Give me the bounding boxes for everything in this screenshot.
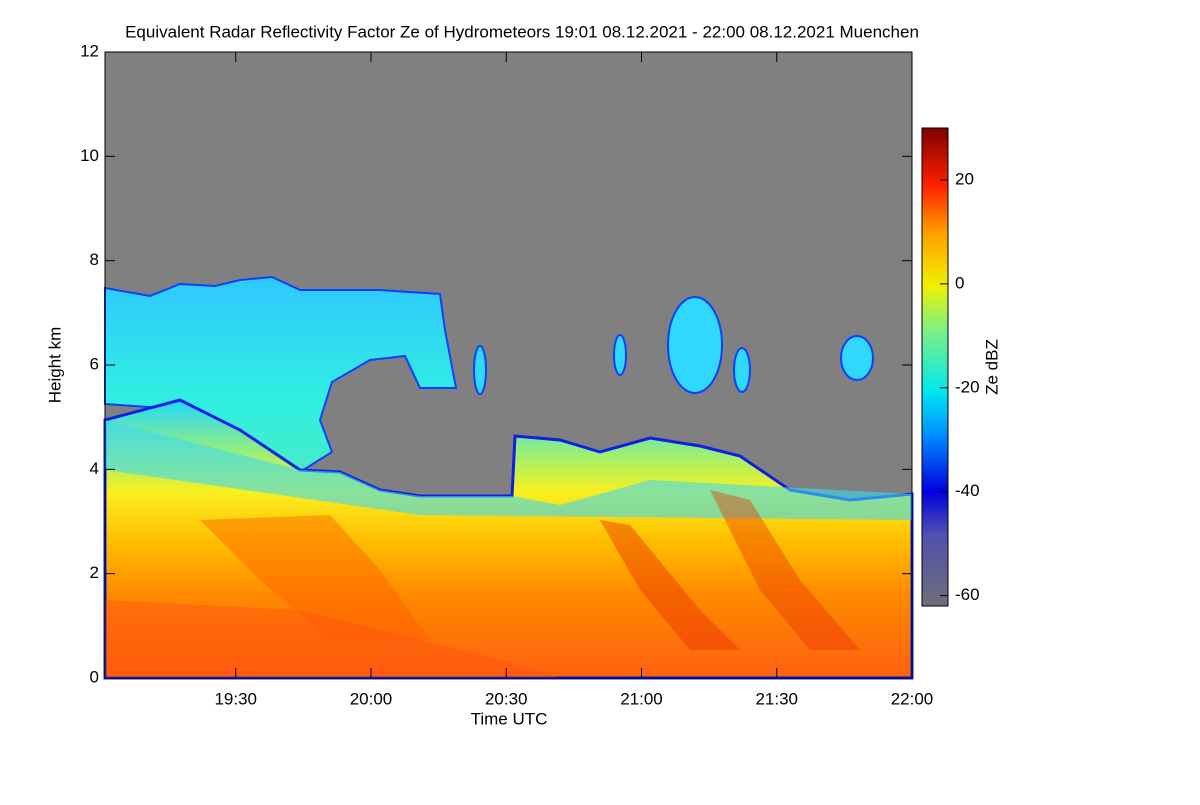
x-axis-label: Time UTC: [471, 709, 548, 728]
x-tick-label: 20:00: [350, 689, 393, 708]
y-tick-label: 12: [80, 41, 99, 60]
x-tick-label: 19:30: [214, 689, 257, 708]
x-tick-label: 21:30: [755, 689, 798, 708]
heatmap: [103, 51, 914, 680]
x-tick-label: 20:30: [485, 689, 528, 708]
y-tick-label: 4: [90, 459, 99, 478]
colorbar: [921, 127, 949, 607]
x-tick-label: 22:00: [891, 689, 934, 708]
colorbar-tick-label: -40: [955, 481, 980, 500]
y-tick-label: 6: [90, 354, 99, 373]
chart-title: Equivalent Radar Reflectivity Factor Ze …: [125, 22, 919, 41]
x-tick-label: 21:00: [620, 689, 663, 708]
colorbar-tick-label: -60: [955, 585, 980, 604]
colorbar-tick-label: 0: [955, 273, 964, 292]
colorbar-tick-label: 20: [955, 169, 974, 188]
colorbar-tick-label: -20: [955, 377, 980, 396]
y-axis-label: Height km: [45, 327, 64, 404]
y-tick-label: 0: [90, 667, 99, 686]
y-tick-label: 2: [90, 563, 99, 582]
colorbar-label: Ze dBZ: [982, 339, 1001, 395]
y-tick-label: 10: [80, 146, 99, 165]
y-tick-label: 8: [90, 250, 99, 269]
